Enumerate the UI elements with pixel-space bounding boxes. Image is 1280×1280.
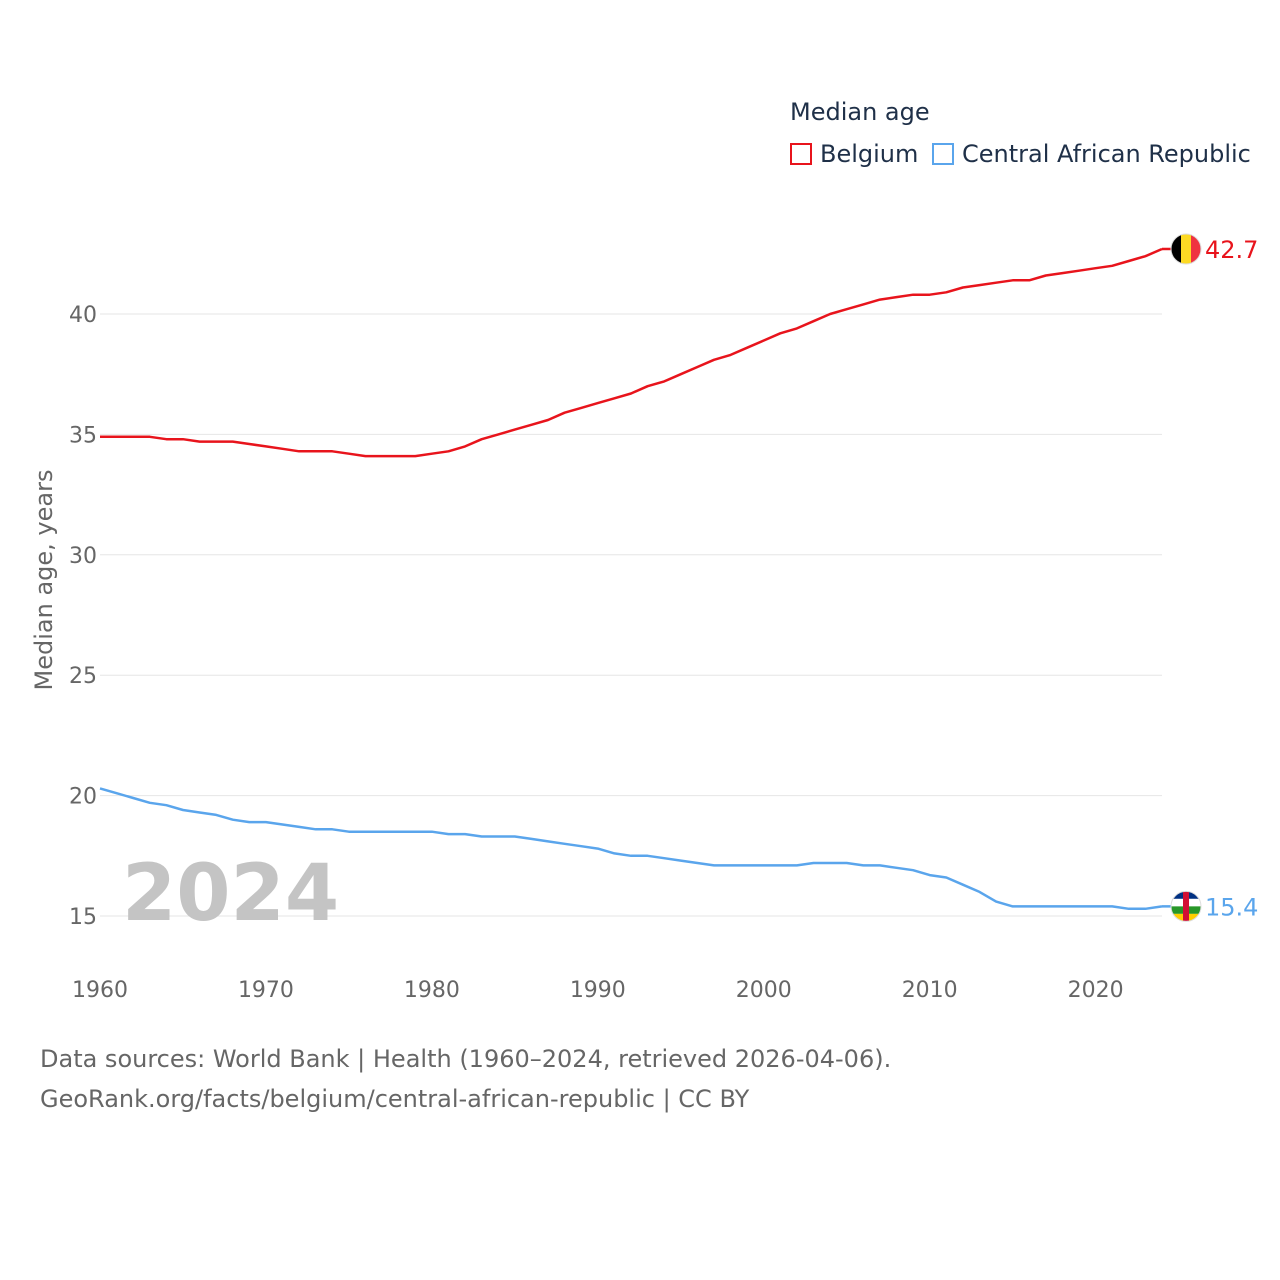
legend-label-belgium: Belgium — [820, 140, 919, 168]
series-line-central-african-republic[interactable] — [99, 787, 1163, 911]
series-line-belgium[interactable] — [100, 247, 1163, 458]
source-line-2[interactable]: GeoRank.org/facts/belgium/central-africa… — [40, 1085, 750, 1113]
legend-swatch-belgium — [790, 143, 812, 165]
source-line-1: Data sources: World Bank | Health (1960–… — [40, 1045, 892, 1073]
x-tick-label-1960: 1960 — [72, 978, 128, 1003]
grid-layer: 15 20 25 30 35 40 1960 1970 1980 1990 2000 2010 2020 — [69, 303, 1162, 1003]
series-layer — [99, 247, 1163, 911]
x-tick-label-1990: 1990 — [570, 978, 626, 1003]
y-tick-label-15: 15 — [69, 905, 97, 930]
legend-title: Median age — [790, 98, 930, 126]
year-watermark: 2024 — [122, 849, 339, 939]
y-tick-label-20: 20 — [69, 785, 97, 810]
belgium-flag-icon — [1171, 233, 1201, 264]
y-tick-label-35: 35 — [69, 423, 97, 448]
x-tick-label-2000: 2000 — [736, 978, 792, 1003]
end-label-series-1: 15.4 — [1205, 893, 1258, 921]
x-tick-label-1970: 1970 — [238, 978, 294, 1003]
x-tick-label-2010: 2010 — [902, 978, 958, 1003]
legend-swatch-central-african-republic — [932, 143, 954, 165]
flag-layer: 42.7 15.4 — [1162, 233, 1258, 922]
legend-item-belgium[interactable]: Belgium — [790, 140, 918, 168]
legend-label-central-african-republic: Central African Republic — [962, 140, 1251, 168]
y-tick-label-40: 40 — [69, 303, 97, 328]
y-axis-label: Median age, years — [30, 470, 58, 691]
x-tick-label-2020: 2020 — [1068, 978, 1124, 1003]
legend-item-central-african-republic[interactable]: Central African Republic — [932, 140, 1251, 168]
central-african-republic-flag-icon — [1171, 891, 1201, 922]
y-tick-label-25: 25 — [69, 664, 97, 689]
end-label-series-0: 42.7 — [1205, 236, 1258, 264]
x-tick-label-1980: 1980 — [404, 978, 460, 1003]
y-tick-label-30: 30 — [69, 544, 97, 569]
